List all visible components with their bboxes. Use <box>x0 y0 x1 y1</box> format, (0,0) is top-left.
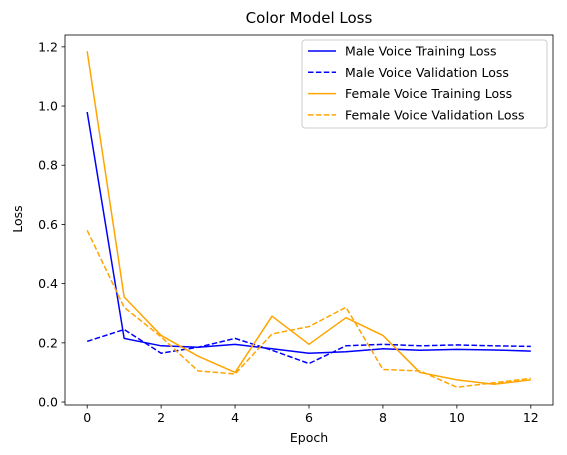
y-tick-label: 0.6 <box>38 217 58 232</box>
x-tick-label: 8 <box>379 410 387 425</box>
x-tick-label: 4 <box>231 410 239 425</box>
x-tick-label: 2 <box>157 410 165 425</box>
y-tick-label: 1.2 <box>38 39 58 54</box>
y-tick-label: 0.8 <box>38 158 58 173</box>
legend-box <box>301 39 548 129</box>
y-tick-label: 0.4 <box>38 276 58 291</box>
y-axis-label: Loss <box>10 205 25 232</box>
series-line-4 <box>86 230 531 388</box>
y-tick-label: 0.0 <box>38 395 58 410</box>
legend: Male Voice Training Loss Male Voice Valid… <box>301 39 548 129</box>
legend-label-3: Female Voice Training Loss <box>345 86 512 101</box>
x-axis-label: Epoch <box>290 430 328 445</box>
y-tick-label: 0.2 <box>38 335 58 350</box>
legend-label-4: Female Voice Validation Loss <box>345 107 525 122</box>
legend-label-1: Male Voice Training Loss <box>345 44 497 59</box>
series-line-1 <box>86 111 531 354</box>
x-tick-label: 10 <box>449 410 465 425</box>
x-tick-label: 12 <box>523 410 539 425</box>
x-tick-label: 0 <box>83 410 91 425</box>
series-line-2 <box>86 328 531 365</box>
plot-area: 0 2 4 6 8 10 12 0.0 0.2 0.4 0.6 0.8 1.0 1.2 <box>38 34 554 425</box>
y-tick-label: 1.0 <box>38 99 58 114</box>
chart-title: Color Model Loss <box>246 9 373 27</box>
series-line-3 <box>86 51 531 386</box>
legend-label-2: Male Voice Validation Loss <box>345 65 509 80</box>
x-tick-label: 6 <box>305 410 313 425</box>
